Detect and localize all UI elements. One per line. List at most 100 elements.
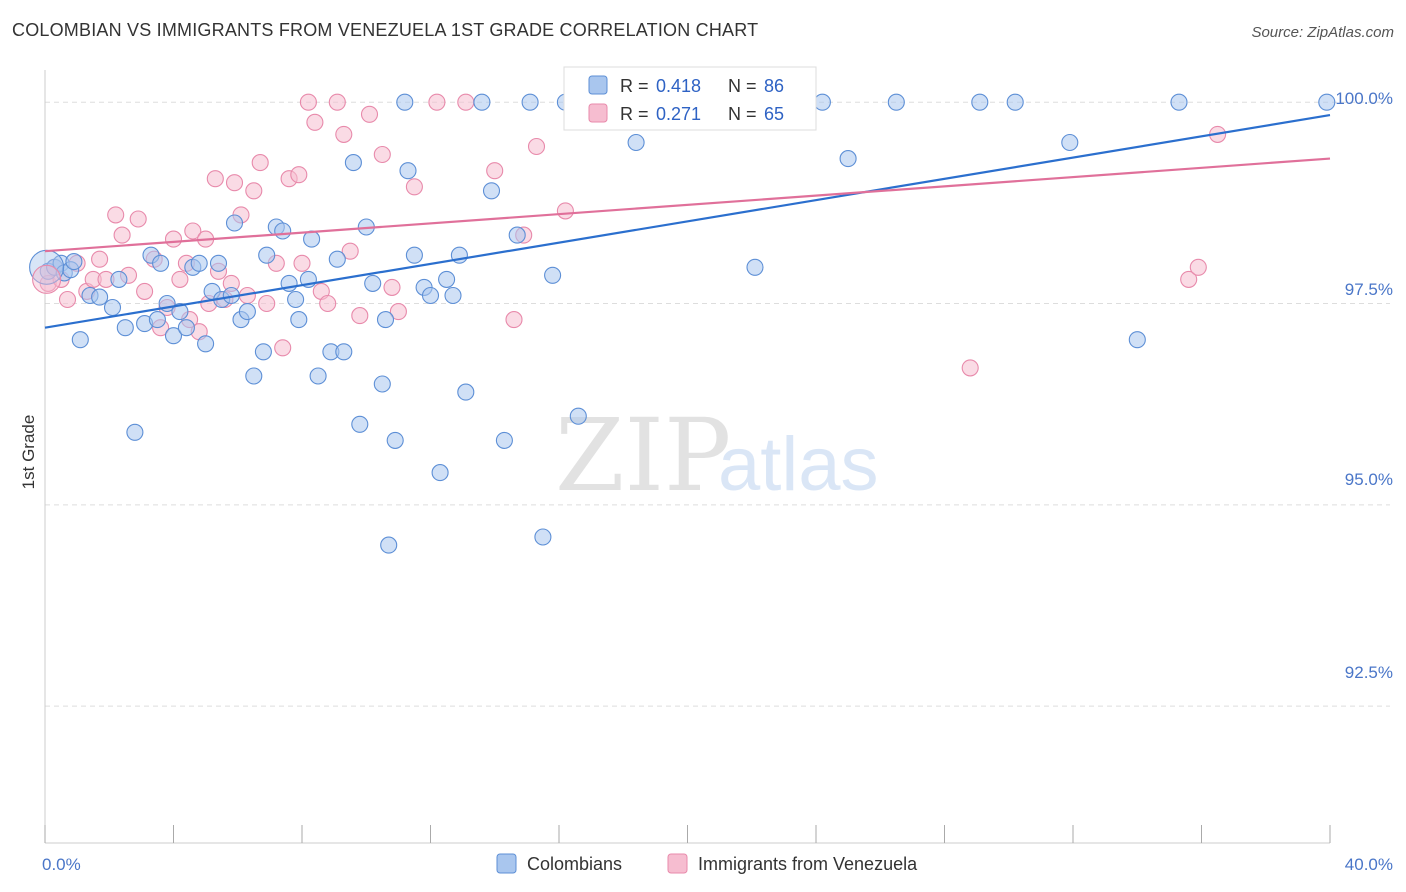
colombians-point-82 [1061, 133, 1079, 152]
colombians-point-11 [116, 319, 134, 337]
venezuela-point-62 [1180, 270, 1198, 288]
colombians-point-28 [225, 214, 244, 232]
y-axis-title: 1st Grade [19, 415, 38, 490]
x-tick-label-min: 0.0% [42, 855, 81, 874]
venezuela-point-47 [351, 307, 369, 325]
colombians-point-6 [71, 331, 89, 349]
venezuela-point-58 [527, 137, 546, 156]
colombians-point-22 [190, 254, 208, 272]
stats-legend-swatch-colombians [588, 75, 608, 95]
legend-label-venezuela: Immigrants from Venezuela [698, 854, 918, 874]
stats-legend-n-value-2: 65 [764, 104, 784, 124]
venezuela-point-46 [341, 242, 359, 260]
colombians-point-45 [344, 154, 362, 172]
venezuela-point-56 [505, 311, 523, 329]
stats-legend: R = 0.418 N = 86 R = 0.271 N = 65 [563, 66, 817, 131]
venezuela-point-13 [136, 282, 154, 300]
y-tick-label-97-5: 97.5% [1345, 280, 1393, 299]
colombians-trend-line [44, 114, 1331, 329]
venezuela-point-17 [164, 230, 183, 248]
legend-swatch-venezuela [667, 853, 688, 874]
colombians-point-16 [152, 254, 170, 272]
y-tick-label-92-5: 92.5% [1345, 663, 1393, 682]
colombians-point-64 [495, 431, 513, 449]
colombians-point-9 [103, 298, 122, 317]
colombians-point-18 [164, 327, 183, 345]
colombians-point-51 [386, 431, 404, 449]
stats-legend-r-label-2: R = [620, 104, 649, 124]
stats-legend-r-value-2: 0.271 [656, 104, 701, 124]
venezuela-point-53 [428, 93, 446, 111]
legend-swatch-colombians [496, 853, 517, 874]
colombians-point-15 [148, 311, 166, 329]
venezuela-point-39 [293, 254, 311, 272]
axes [44, 70, 1331, 844]
venezuela-point-50 [383, 278, 401, 296]
chart-source: Source: ZipAtlas.com [1251, 24, 1394, 41]
colombians-point-32 [254, 343, 272, 361]
scatter-points [29, 93, 1336, 554]
colombians-point-38 [290, 311, 308, 329]
colombians-point-35 [274, 222, 292, 240]
venezuela-point-52 [405, 178, 423, 196]
venezuela-point-43 [319, 294, 337, 313]
venezuela-point-32 [245, 182, 263, 200]
colombians-point-77 [813, 93, 831, 111]
colombians-point-79 [887, 93, 905, 111]
colombians-point-19 [171, 303, 189, 321]
venezuela-point-34 [258, 294, 276, 313]
venezuela-point-10 [113, 226, 131, 244]
colombians-point-85 [1318, 93, 1336, 111]
colombians-point-62 [473, 93, 491, 111]
stats-legend-r-value-1: 0.418 [656, 76, 701, 96]
colombians-point-67 [534, 528, 552, 546]
colombians-point-12 [126, 423, 144, 441]
colombians-point-61 [457, 383, 475, 401]
venezuela-point-41 [306, 113, 324, 131]
colombians-point-58 [438, 270, 456, 288]
trend-lines [44, 114, 1331, 329]
venezuela-point-38 [290, 166, 308, 184]
colombians-point-53 [399, 162, 417, 180]
colombians-point-65 [508, 226, 526, 244]
colombians-point-50 [376, 311, 395, 329]
colombians-point-31 [245, 367, 263, 385]
venezuela-point-54 [457, 93, 475, 111]
colombians-point-46 [351, 415, 369, 433]
colombians-point-41 [309, 367, 327, 385]
venezuela-point-25 [206, 170, 224, 188]
venezuela-point-55 [486, 162, 504, 180]
colombians-point-49 [373, 375, 391, 393]
stats-legend-n-label-1: N = [728, 76, 757, 96]
y-tick-label-95: 95.0% [1345, 470, 1393, 489]
stats-legend-r-label-1: R = [620, 76, 649, 96]
colombians-point-73 [627, 133, 645, 152]
venezuela-point-18 [171, 270, 189, 288]
colombians-point-37 [287, 290, 305, 309]
colombians-point-20 [177, 319, 195, 337]
venezuela-point-61 [961, 359, 979, 377]
venezuela-point-48 [360, 105, 379, 123]
gridlines [45, 101, 1390, 707]
colombians-point-25 [209, 254, 228, 272]
venezuela-point-7 [91, 250, 109, 268]
venezuela-point-51 [389, 303, 407, 321]
colombians-point-83 [1128, 331, 1146, 349]
colombians-point-68 [544, 266, 562, 284]
colombians-point-66 [521, 93, 539, 111]
venezuela-point-44 [328, 93, 346, 111]
venezuela-point-12 [129, 210, 147, 228]
colombians-point-33 [258, 246, 276, 264]
colombians-point-59 [444, 286, 462, 305]
legend-label-colombians: Colombians [527, 854, 622, 874]
colombians-point-8 [91, 288, 109, 306]
venezuela-point-21 [184, 222, 202, 240]
colombians-point-5 [65, 253, 83, 271]
venezuela-point-59 [556, 202, 574, 220]
colombians-point-52 [396, 93, 414, 111]
colombians-point-70 [569, 407, 587, 425]
venezuela-point-9 [107, 206, 125, 224]
stats-legend-n-value-1: 86 [764, 76, 784, 96]
venezuela-point-49 [373, 145, 391, 164]
